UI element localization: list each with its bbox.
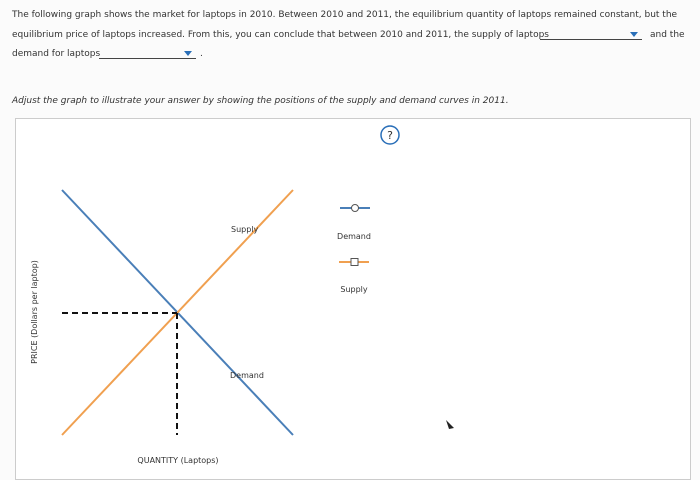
palette-supply[interactable]: Supply xyxy=(339,258,369,295)
question-text: demand for laptops xyxy=(12,49,101,59)
curve-label: Supply xyxy=(231,225,259,234)
palette-demand[interactable]: Demand xyxy=(337,204,371,242)
dropdown[interactable] xyxy=(540,29,642,40)
instruction: Adjust the graph to illustrate your answ… xyxy=(12,96,509,106)
supply-curve[interactable] xyxy=(61,189,294,436)
palette-label: Supply xyxy=(340,285,368,294)
x-axis-label: QUANTITY (Laptops) xyxy=(137,456,218,465)
cursor xyxy=(446,420,454,429)
help-circle[interactable] xyxy=(380,125,400,145)
question-text: equilibrium price of laptops increased. … xyxy=(12,30,549,40)
graph-panel xyxy=(15,118,691,480)
question-text: . xyxy=(200,49,203,59)
palette-icon[interactable] xyxy=(350,258,359,266)
palette-label: Demand xyxy=(337,232,371,241)
help-icon[interactable]: ? xyxy=(387,129,393,142)
dropdown[interactable] xyxy=(99,48,196,59)
curve-label: Demand xyxy=(230,371,264,380)
help-button[interactable]: ? xyxy=(380,125,400,145)
palette-icon[interactable] xyxy=(351,204,359,212)
question-text: and the xyxy=(650,30,685,40)
question-text: The following graph shows the market for… xyxy=(12,10,678,20)
y-axis-label: PRICE (Dollars per laptop) xyxy=(30,260,39,364)
